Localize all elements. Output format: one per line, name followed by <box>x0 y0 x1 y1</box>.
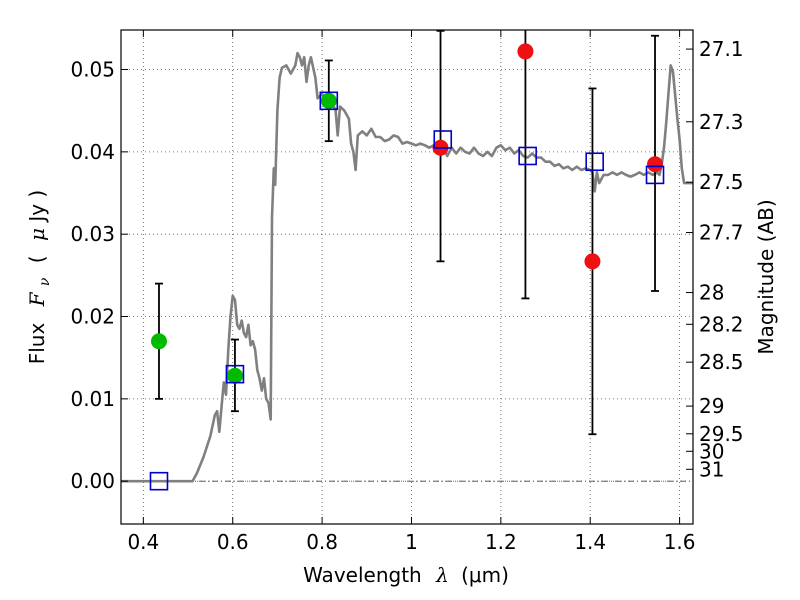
x-tick-label: 1.2 <box>485 530 517 554</box>
y-tick-label: 0.03 <box>70 222 115 246</box>
red-data-point <box>647 156 664 173</box>
plot-frame <box>120 29 694 525</box>
green-data-point <box>150 333 167 350</box>
green-data-point <box>320 92 337 109</box>
y-tick-label: 0.04 <box>70 140 115 164</box>
y-axis-label-subscript: ν <box>37 277 53 286</box>
mag-tick-label: 30 <box>699 439 724 463</box>
model-photometry <box>149 91 665 491</box>
y-tick-label: 0.05 <box>70 58 115 82</box>
y-axis-label-paren: ( <box>25 255 49 263</box>
x-axis-label: Wavelength λ (μm) <box>303 563 509 587</box>
x-axis-label-text: Wavelength <box>303 563 422 587</box>
detections <box>150 43 664 384</box>
y-tick-label: 0.01 <box>70 387 115 411</box>
axis-ticks: 0.4 0.6 0.8 1 1.2 1.4 1.6 0.00 0.01 0.02 0.03 0.04 0… <box>70 30 744 554</box>
x-tick-label: 0.8 <box>306 530 338 554</box>
y2-axis-label: Magnitude (AB) <box>754 199 778 354</box>
y-tick-label: 0.02 <box>70 305 115 329</box>
red-data-point <box>584 253 601 270</box>
model-photometry-square <box>518 146 537 166</box>
y-axis-label: Flux F ν ( μ Jy ) <box>25 190 54 365</box>
model-spectrum-line <box>121 51 693 483</box>
green-data-point <box>226 367 243 384</box>
x-tick-label: 1 <box>405 530 418 554</box>
x-axis-label-symbol: λ <box>435 563 449 587</box>
mag-tick-label: 28.5 <box>699 350 744 374</box>
model-photometry-square <box>149 471 169 491</box>
mag-tick-label: 29 <box>699 394 724 418</box>
y-axis-label-unit: Jy ) <box>25 190 49 224</box>
model-photometry-square <box>319 91 339 111</box>
model-photometry-square <box>225 364 245 384</box>
x-tick-label: 1.6 <box>664 530 696 554</box>
mag-tick-label: 27.1 <box>699 37 744 61</box>
x-tick-label: 1.4 <box>574 530 606 554</box>
y-axis-label-text: Flux <box>25 323 49 365</box>
y-axis-label-symbol: F <box>25 291 49 307</box>
x-tick-label: 0.6 <box>217 530 249 554</box>
plot-background <box>121 30 693 524</box>
model-photometry-square <box>645 165 665 185</box>
grid <box>121 30 693 524</box>
model-photometry-square <box>585 152 604 172</box>
y-axis-label-mu: μ <box>25 228 49 241</box>
y-tick-label: 0.00 <box>70 469 115 493</box>
model-spectrum <box>121 51 693 483</box>
x-tick-label: 0.4 <box>127 530 159 554</box>
mag-tick-label: 28 <box>699 281 724 305</box>
mag-tick-label: 28.2 <box>699 312 744 336</box>
red-data-point <box>517 43 534 60</box>
x-axis-label-unit: (μm) <box>461 563 509 587</box>
mag-tick-label: 27.5 <box>699 170 744 194</box>
model-photometry-square <box>433 130 453 149</box>
mag-tick-label: 31 <box>699 457 724 481</box>
mag-tick-label: 27.3 <box>699 110 744 134</box>
mag-tick-label: 29.5 <box>699 422 744 446</box>
mag-tick-label: 27.7 <box>699 221 744 245</box>
